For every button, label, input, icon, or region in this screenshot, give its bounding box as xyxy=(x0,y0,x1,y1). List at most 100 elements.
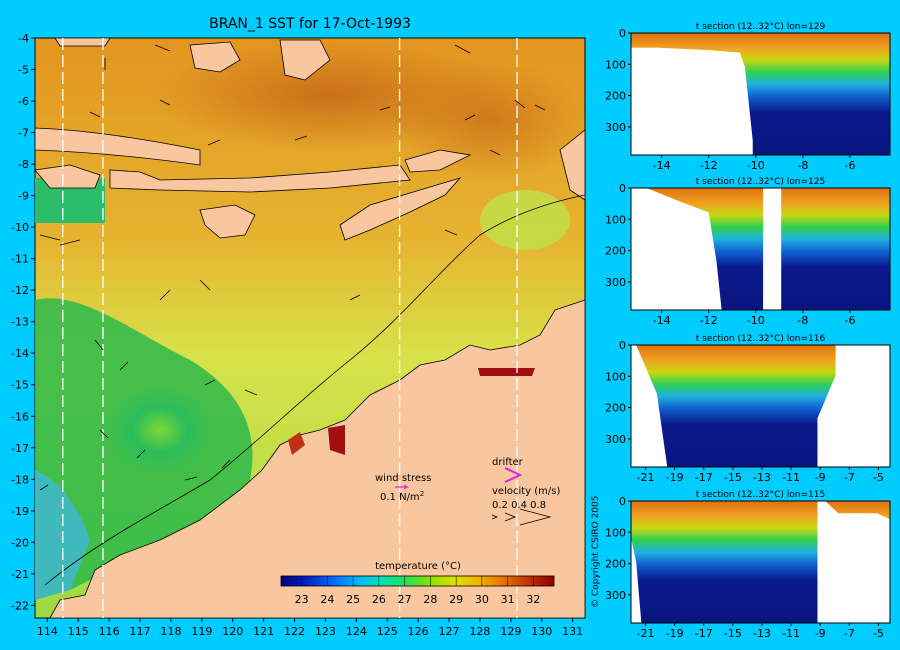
colorbar-label: temperature (°C) xyxy=(375,561,461,572)
wind-arrows xyxy=(39,44,546,491)
map-x-axis: 114 115 116 117 118 119 120 121 122 123 124 125 126 1… xyxy=(37,618,583,638)
section-title: t section (12..32°C) lon=116 xyxy=(696,334,826,344)
land-new-guinea-tip xyxy=(559,129,586,201)
map-title: BRAN_1 SST for 17-Oct-1993 xyxy=(209,16,411,32)
section-x-tick-label: -5 xyxy=(873,471,884,484)
drifter-arrow-icon xyxy=(504,467,523,483)
colorbar-tick-label: 31 xyxy=(501,593,515,606)
y-tick-label: -5 xyxy=(18,64,29,77)
green-patch-east xyxy=(480,190,570,250)
drifter-legend: drifter velocity (m/s) 0.2 0.4 0.8 xyxy=(491,457,560,526)
colorbar-ramp xyxy=(280,575,555,587)
x-tick-label: 121 xyxy=(253,625,274,638)
section-seafloor-mask xyxy=(631,345,890,467)
map-plot-area xyxy=(34,37,590,619)
wind-stress-value: 0.1 N/m2 xyxy=(380,490,424,503)
x-tick-label: 128 xyxy=(469,625,490,638)
colorbar-tick-label: 24 xyxy=(320,593,334,606)
land-lesser-sunda xyxy=(109,164,411,193)
section-x-tick-label: -7 xyxy=(844,627,855,640)
section-panel: t section (12..32°C) lon=129 -14 -12 -10 -8 -… xyxy=(605,22,891,172)
section-x-tick-label: -8 xyxy=(797,314,808,327)
y-tick-label: -7 xyxy=(18,127,29,140)
section-y-tick-label: 200 xyxy=(605,558,626,571)
section-y-tick-label: 200 xyxy=(605,402,626,415)
section-x-tick-label: -10 xyxy=(747,159,765,172)
section-y-tick-label: 0 xyxy=(619,182,626,195)
section-frame xyxy=(630,187,891,311)
y-tick-label: -9 xyxy=(18,190,29,203)
y-tick-label: -6 xyxy=(18,95,29,108)
section-x-tick-label: -13 xyxy=(753,471,771,484)
colorbar-tick-label: 25 xyxy=(346,593,360,606)
y-tick-label: -17 xyxy=(11,442,29,455)
section-x-tick-label: -12 xyxy=(700,314,718,327)
section-title: t section (12..32°C) lon=115 xyxy=(696,490,825,500)
y-tick-label: -10 xyxy=(11,221,29,234)
section-x-tick-label: -19 xyxy=(666,627,684,640)
colorbar-tick-label: 29 xyxy=(449,593,463,606)
section-frame xyxy=(630,344,891,468)
map-y-axis: -4 -5 -6 -7 -8 -9 -10 -11 -12 -13 -14 -15 -16 -17 -18 -… xyxy=(11,32,35,612)
x-tick-label: 123 xyxy=(315,625,336,638)
x-tick-label: 120 xyxy=(222,625,243,638)
x-tick-label: 119 xyxy=(191,625,212,638)
x-tick-label: 122 xyxy=(284,625,305,638)
wind-stress-label: wind stress xyxy=(375,473,431,484)
y-tick-label: -19 xyxy=(11,505,29,518)
section-x-tick-label: -21 xyxy=(637,627,655,640)
section-y-tick-label: 0 xyxy=(619,339,626,352)
colorbar-tick-label: 30 xyxy=(475,593,489,606)
wind-stress-arrow xyxy=(395,484,409,490)
section-y-tick-label: 300 xyxy=(605,276,626,289)
colorbar-tick-label: 32 xyxy=(526,593,540,606)
section-seafloor-mask xyxy=(631,501,890,623)
y-tick-label: -13 xyxy=(11,316,29,329)
section-y-tick-label: 100 xyxy=(605,526,626,539)
land-flores xyxy=(34,164,101,189)
section-panel: t section (12..32°C) lon=115 -21 -19 -17 -15… xyxy=(605,490,891,640)
land-north-islands xyxy=(189,41,241,73)
section-y-tick-label: 0 xyxy=(619,495,626,508)
section-y-tick-label: 200 xyxy=(605,90,626,103)
y-tick-label: -11 xyxy=(11,253,29,266)
velocity-label: velocity (m/s) xyxy=(492,486,560,497)
section-title: t section (12..32°C) lon=125 xyxy=(696,177,825,187)
section-x-tick-label: -7 xyxy=(844,471,855,484)
eddy xyxy=(105,385,215,475)
velocity-values: 0.2 0.4 0.8 xyxy=(492,500,546,511)
section-x-tick-label: -15 xyxy=(724,471,742,484)
section-title: t section (12..32°C) lon=129 xyxy=(696,22,826,32)
velocity-arrows-icon xyxy=(491,508,552,526)
section-y-tick-label: 100 xyxy=(605,370,626,383)
x-tick-label: 114 xyxy=(37,625,58,638)
x-tick-label: 127 xyxy=(439,625,460,638)
y-tick-label: -8 xyxy=(18,158,29,171)
section-x-tick-label: -21 xyxy=(637,471,655,484)
land-sumba xyxy=(199,204,256,239)
drifter-label: drifter xyxy=(492,457,524,468)
x-tick-label: 116 xyxy=(99,625,120,638)
section-y-tick-label: 300 xyxy=(605,121,626,134)
y-tick-label: -18 xyxy=(11,473,29,486)
land-west-north xyxy=(54,37,111,47)
section-y-tick-label: 300 xyxy=(605,433,626,446)
section-x-tick-label: -14 xyxy=(653,159,671,172)
y-tick-label: -14 xyxy=(11,347,29,360)
shelf-contour xyxy=(44,194,586,586)
section-x-tick-label: -9 xyxy=(815,471,826,484)
section-x-tick-label: -5 xyxy=(873,627,884,640)
x-tick-label: 124 xyxy=(346,625,367,638)
section-frame xyxy=(630,32,891,156)
section-x-tick-label: -11 xyxy=(782,471,800,484)
section-x-tick-label: -10 xyxy=(747,314,765,327)
x-tick-label: 129 xyxy=(500,625,521,638)
y-tick-label: -20 xyxy=(11,536,29,549)
y-tick-label: -16 xyxy=(11,410,29,423)
section-x-tick-label: -19 xyxy=(666,471,684,484)
section-seafloor-mask xyxy=(631,188,782,310)
colorbar-tick-label: 28 xyxy=(423,593,437,606)
y-tick-label: -21 xyxy=(11,568,29,581)
x-tick-label: 115 xyxy=(68,625,89,638)
section-y-tick-label: 200 xyxy=(605,245,626,258)
